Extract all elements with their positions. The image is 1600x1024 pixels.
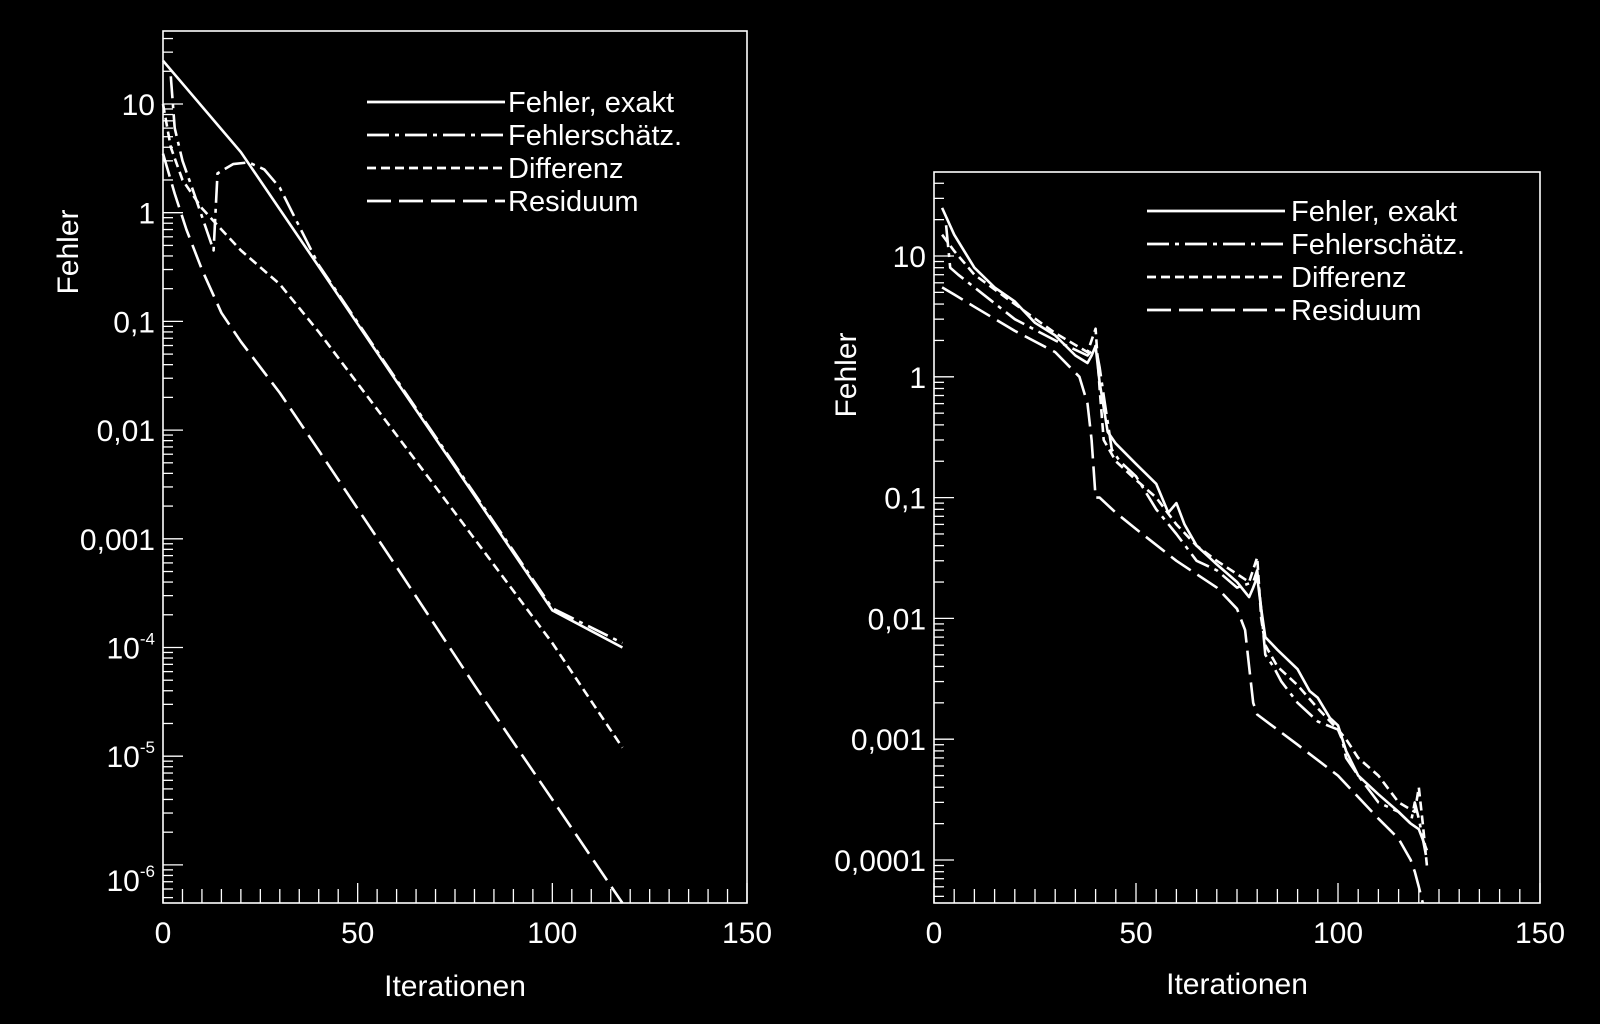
y-tick-label: 1	[138, 198, 155, 231]
x-tick-label: 100	[1313, 917, 1363, 950]
legend-label: Residuum	[508, 186, 639, 218]
y-tick-label: 0,001	[851, 724, 926, 757]
series-line-2	[944, 225, 1429, 861]
y-tick-label: 0,01	[868, 603, 926, 636]
x-tick-label: 150	[1515, 917, 1565, 950]
x-axis-title: Iterationen	[1166, 968, 1308, 1001]
x-axis: 0 50 100 150	[926, 883, 1565, 950]
y-axis-title: Fehler	[830, 332, 863, 417]
y-tick-label: 0,001	[80, 524, 155, 557]
x-tick-label: 100	[527, 917, 577, 950]
series-line-2	[169, 76, 623, 645]
y-axis: 0,0001 0,001 0,01 0,1 1 10	[834, 182, 954, 898]
series-line-4	[941, 286, 1425, 904]
legend-label: Fehlerschätz.	[1291, 229, 1465, 261]
y-tick-label: 0,1	[884, 483, 926, 516]
y-tick-label: 0,1	[113, 306, 155, 339]
y-tick-label: 10	[122, 89, 155, 122]
y-tick-label: 10-4	[107, 630, 156, 666]
y-tick-label: 0,0001	[834, 845, 926, 878]
legend: Fehler, exaktFehlerschätz.DifferenzResid…	[367, 87, 682, 218]
x-tick-label: 0	[926, 917, 943, 950]
series-line-4	[161, 153, 624, 904]
chart-panel-1: 0 50 100 150 10-6 10-5 10-4 0,001 0,01 0,1 1 10 Iter…	[52, 30, 772, 1003]
legend-label: Fehlerschätz.	[508, 120, 682, 152]
legend-label: Fehler, exakt	[508, 87, 674, 119]
y-tick-label: 10	[893, 241, 926, 274]
series-line-1	[162, 59, 624, 649]
series-line-3	[941, 233, 1429, 866]
x-tick-label: 50	[341, 917, 374, 950]
series-group	[161, 59, 624, 904]
y-axis: 10-6 10-5 10-4 0,001 0,01 0,1 1 10	[80, 37, 183, 899]
series-line-3	[161, 103, 624, 749]
y-tick-label: 10-6	[107, 862, 156, 898]
y-tick-label: 0,01	[97, 415, 155, 448]
y-axis-title: Fehler	[52, 209, 85, 294]
x-tick-label: 50	[1119, 917, 1152, 950]
legend-label: Fehler, exakt	[1291, 196, 1457, 228]
x-axis: 0 50 100 150	[155, 883, 772, 950]
legend: Fehler, exaktFehlerschätz.DifferenzResid…	[1147, 196, 1465, 327]
chart-panel-2: 0 50 100 150 0,0001 0,001 0,01 0,1 1 10 Iteratione…	[830, 171, 1565, 1001]
series-group	[940, 207, 1429, 904]
legend-label: Differenz	[1291, 262, 1407, 294]
x-tick-label: 0	[155, 917, 172, 950]
legend-label: Residuum	[1291, 295, 1422, 327]
y-tick-label: 1	[909, 362, 926, 395]
x-tick-label: 150	[722, 917, 772, 950]
legend-label: Differenz	[508, 153, 624, 185]
x-axis-title: Iterationen	[384, 970, 526, 1003]
y-tick-label: 10-5	[107, 738, 156, 774]
